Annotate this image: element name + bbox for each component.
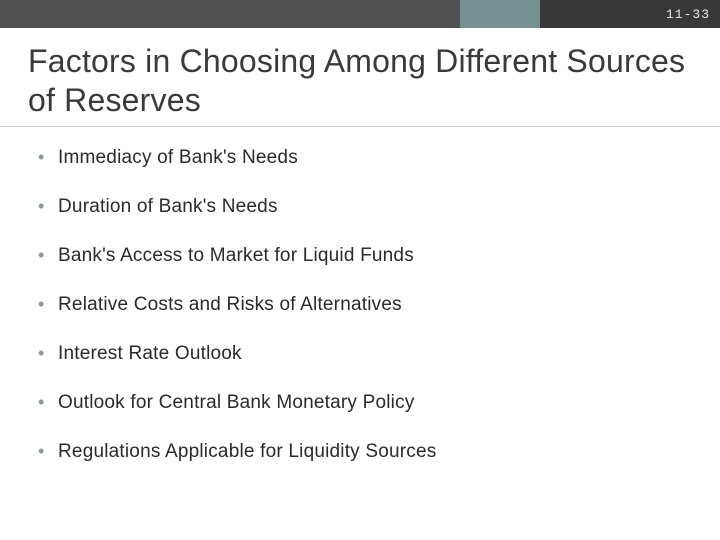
accent-block-green xyxy=(460,0,540,28)
bullet-list: Immediacy of Bank's Needs Duration of Ba… xyxy=(36,147,684,463)
list-item: Regulations Applicable for Liquidity Sou… xyxy=(36,441,684,463)
list-item: Immediacy of Bank's Needs xyxy=(36,147,684,169)
accent-block-dark: 11-33 xyxy=(540,0,720,28)
list-item: Relative Costs and Risks of Alternatives xyxy=(36,294,684,316)
content-region: Immediacy of Bank's Needs Duration of Ba… xyxy=(0,147,720,463)
list-item: Bank's Access to Market for Liquid Funds xyxy=(36,245,684,267)
slide-title: Factors in Choosing Among Different Sour… xyxy=(28,42,692,120)
list-item: Duration of Bank's Needs xyxy=(36,196,684,218)
list-item: Interest Rate Outlook xyxy=(36,343,684,365)
page-number: 11-33 xyxy=(666,7,710,22)
header-accent-strip: 11-33 xyxy=(460,0,720,28)
title-region: Factors in Choosing Among Different Sour… xyxy=(0,28,720,127)
header-bar: 11-33 xyxy=(0,0,720,28)
list-item: Outlook for Central Bank Monetary Policy xyxy=(36,392,684,414)
